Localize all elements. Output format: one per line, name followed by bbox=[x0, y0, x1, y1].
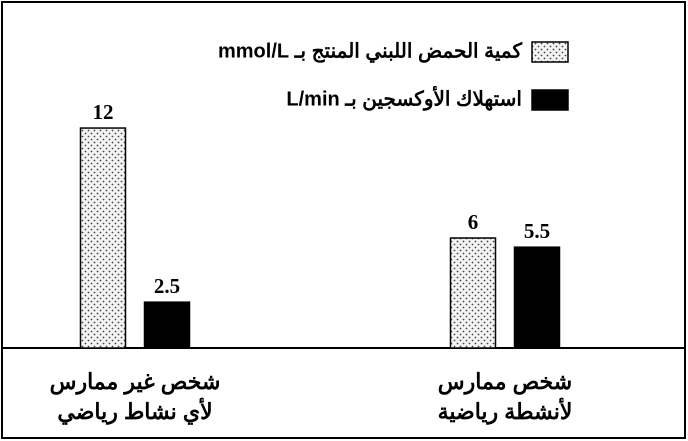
legend-label: استهلاك الأوكسجين بـ L/min bbox=[286, 85, 522, 111]
value-label: 2.5 bbox=[154, 274, 180, 298]
bar bbox=[449, 237, 497, 349]
legend-swatch bbox=[531, 41, 569, 63]
value-label: 5.5 bbox=[524, 219, 550, 243]
bar bbox=[513, 246, 561, 349]
legend-label: كمية الحمض اللبني المنتج بـ mmol/L bbox=[218, 40, 522, 63]
legend-swatch bbox=[531, 89, 569, 111]
bar bbox=[79, 127, 127, 349]
bar bbox=[143, 301, 191, 349]
x-tick-label: شخص ممارس لأنشطة رياضية bbox=[438, 369, 573, 425]
x-tick-label: شخص غير ممارس لأي نشاط رياضي bbox=[50, 369, 221, 425]
value-label: 6 bbox=[468, 210, 479, 234]
value-label: 12 bbox=[93, 100, 114, 124]
